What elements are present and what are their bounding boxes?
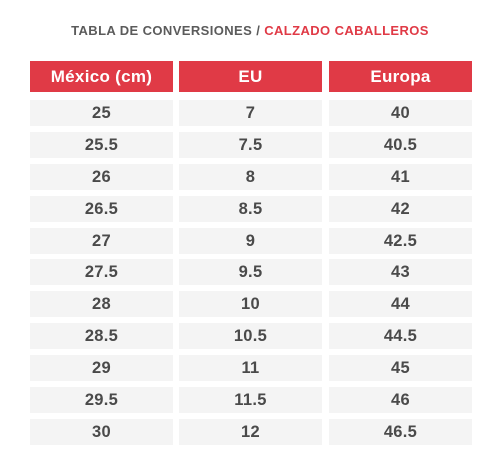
cell-eu: 8: [179, 163, 322, 190]
table-row: 29.5 11.5 46: [30, 387, 472, 414]
cell-eu: 7.5: [179, 131, 322, 158]
table-row: 27.5 9.5 43: [30, 259, 472, 286]
cell-eu: 10.5: [179, 323, 322, 350]
cell-eu: 12: [179, 418, 322, 445]
cell-mexico: 28.5: [30, 323, 173, 350]
cell-europa: 41: [329, 163, 472, 190]
cell-eu: 11: [179, 355, 322, 382]
table-row: 25 7 40: [30, 100, 472, 126]
cell-mexico: 27: [30, 227, 173, 254]
table-row: 28.5 10.5 44.5: [30, 323, 472, 350]
cell-europa: 42.5: [329, 227, 472, 254]
column-header-mexico: México (cm): [30, 61, 173, 92]
cell-mexico: 26: [30, 163, 173, 190]
table-row: 29 11 45: [30, 355, 472, 382]
title-conversions: TABLA DE CONVERSIONES: [71, 23, 253, 38]
cell-mexico: 30: [30, 418, 173, 445]
cell-eu: 9.5: [179, 259, 322, 286]
cell-europa: 46.5: [329, 418, 472, 445]
cell-eu: 8.5: [179, 195, 322, 222]
table-row: 28 10 44: [30, 291, 472, 318]
cell-europa: 44.5: [329, 323, 472, 350]
cell-mexico: 29: [30, 355, 173, 382]
cell-eu: 11.5: [179, 387, 322, 414]
cell-eu: 7: [179, 100, 322, 126]
title-category: CALZADO CABALLEROS: [264, 23, 429, 38]
table-row: 26.5 8.5 42: [30, 195, 472, 222]
table-row: 27 9 42.5: [30, 227, 472, 254]
cell-mexico: 25.5: [30, 131, 173, 158]
cell-europa: 40.5: [329, 131, 472, 158]
cell-eu: 9: [179, 227, 322, 254]
table-header-row: México (cm) EU Europa: [30, 61, 472, 92]
cell-europa: 46: [329, 387, 472, 414]
cell-mexico: 28: [30, 291, 173, 318]
table-row: 26 8 41: [30, 163, 472, 190]
table-row: 25.5 7.5 40.5: [30, 131, 472, 158]
column-header-europa: Europa: [329, 61, 472, 92]
cell-europa: 44: [329, 291, 472, 318]
cell-mexico: 26.5: [30, 195, 173, 222]
cell-mexico: 25: [30, 100, 173, 126]
column-header-eu: EU: [179, 61, 322, 92]
cell-europa: 40: [329, 100, 472, 126]
cell-mexico: 29.5: [30, 387, 173, 414]
table-row: 30 12 46.5: [30, 418, 472, 445]
cell-europa: 42: [329, 195, 472, 222]
cell-europa: 43: [329, 259, 472, 286]
page-title: TABLA DE CONVERSIONES / CALZADO CABALLER…: [0, 23, 500, 38]
title-separator: /: [256, 23, 261, 38]
cell-eu: 10: [179, 291, 322, 318]
size-conversion-table: México (cm) EU Europa 25 7 40 25.5 7.5 4…: [30, 61, 472, 451]
cell-mexico: 27.5: [30, 259, 173, 286]
cell-europa: 45: [329, 355, 472, 382]
